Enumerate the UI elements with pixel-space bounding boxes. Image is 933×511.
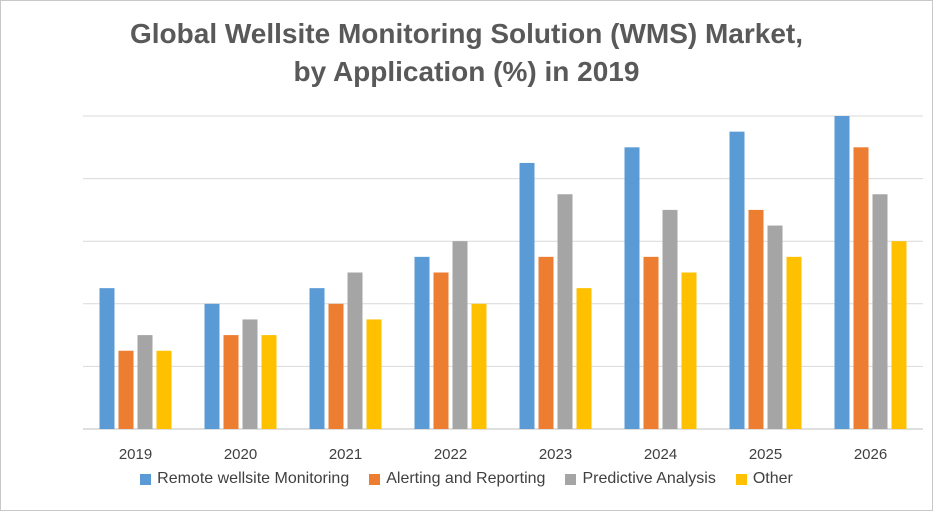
x-tick-label: 2021 [329,446,362,463]
bar [366,319,382,429]
chart-title-line-2: by Application (%) in 2019 [293,56,640,87]
x-tick-label: 2022 [434,446,467,463]
legend-swatch [369,473,381,485]
x-tick-label: 2024 [644,446,677,463]
legend-item: Alerting and Reporting [369,470,545,488]
legend-swatch [565,473,577,485]
bar [519,162,535,429]
bar [557,194,573,429]
bar [433,272,449,429]
bar [452,241,468,429]
bar [538,256,554,429]
legend-item: Predictive Analysis [565,470,716,488]
bar [99,288,115,429]
bar [662,209,678,429]
x-tick-label: 2025 [749,446,782,463]
bar [767,225,783,429]
legend-label: Alerting and Reporting [386,470,546,487]
bar [872,194,888,429]
chart-title: Global Wellsite Monitoring Solution (WMS… [1,15,932,91]
x-tick-label: 2020 [224,446,257,463]
bar [853,147,869,430]
bar [328,303,344,429]
legend-item: Remote wellsite Monitoring [140,470,349,488]
chart-title-line-1: Global Wellsite Monitoring Solution (WMS… [129,18,804,49]
legend-swatch [140,473,152,485]
bar [347,272,363,429]
legend-swatch [735,473,747,485]
legend-label: Other [752,470,793,487]
bar [834,116,850,429]
bar [223,335,239,429]
bar [156,350,172,429]
x-tick-label: 2019 [119,446,152,463]
bar [204,303,220,429]
bar [414,256,430,429]
bar [729,131,745,429]
bar [681,272,697,429]
legend-item: Other [735,470,793,488]
bar [137,335,153,429]
bar [786,256,802,429]
legend-label: Remote wellsite Monitoring [157,470,350,487]
bar [309,288,325,429]
bar [471,303,487,429]
x-tick-label: 2026 [854,446,887,463]
bar [643,256,659,429]
bar [242,319,258,429]
bar [261,335,277,429]
x-tick-label: 2023 [539,446,572,463]
bar [576,288,592,429]
legend-label: Predictive Analysis [582,470,716,487]
chart-legend: Remote wellsite Monitoring Alerting and R… [1,470,932,488]
bar [118,350,134,429]
bar [748,209,764,429]
bar [891,241,907,429]
bar [624,147,640,430]
